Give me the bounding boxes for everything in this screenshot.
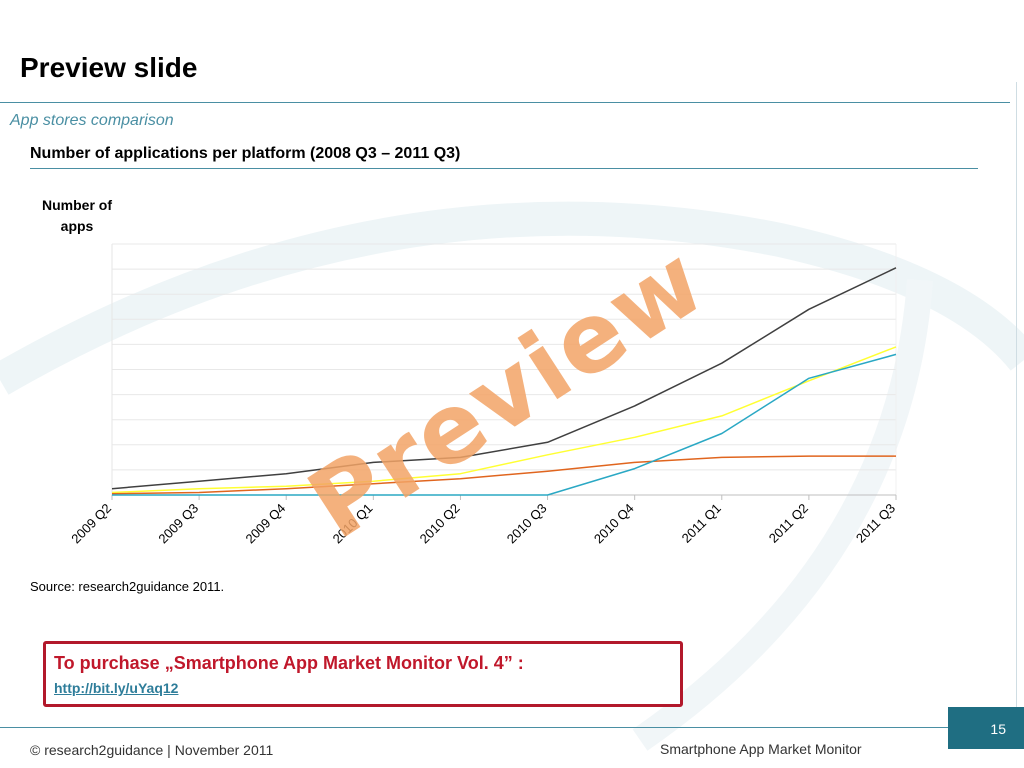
x-tick-label: 2009 Q2: [68, 501, 114, 547]
footer-title: Smartphone App Market Monitor: [660, 741, 862, 757]
slide-title: Preview slide: [20, 52, 198, 83]
title-divider: [0, 102, 1010, 103]
series-line: [112, 353, 897, 496]
preview-watermark: Preview: [289, 224, 724, 561]
right-edge-divider: [1016, 82, 1017, 722]
x-tick-label: 2010 Q4: [591, 501, 637, 547]
purchase-text: To purchase „Smartphone App Market Monit…: [54, 653, 524, 673]
x-tick-label: 2009 Q3: [155, 501, 201, 547]
y-axis-label: Number of apps: [42, 197, 112, 234]
x-tick-label: 2010 Q3: [504, 501, 550, 547]
page-number: 15: [948, 707, 1024, 749]
slide-subtitle: App stores comparison: [10, 112, 174, 129]
footer-divider: [0, 727, 1010, 728]
x-tick-label: 2011 Q3: [853, 501, 898, 546]
series-line: [111, 455, 896, 495]
series-line: [111, 267, 897, 490]
x-tick-label: 2011 Q2: [766, 501, 811, 546]
series-line: [111, 346, 897, 494]
footer-copyright: © research2guidance | November 2011: [30, 742, 274, 758]
line-chart: 2009 Q2 2009 Q3 2009 Q4 2010 Q1 2010 Q2 2010 …: [68, 224, 898, 561]
chart-title-divider: [30, 168, 978, 169]
purchase-callout: To purchase „Smartphone App Market Monit…: [43, 641, 683, 707]
x-tick-label: 2011 Q1: [679, 501, 724, 546]
source-note: Source: research2guidance 2011.: [30, 579, 225, 594]
purchase-link[interactable]: http://bit.ly/uYaq12: [54, 680, 179, 696]
chart-title: Number of applications per platform (200…: [30, 145, 461, 162]
x-tick-label: 2009 Q4: [242, 501, 288, 547]
